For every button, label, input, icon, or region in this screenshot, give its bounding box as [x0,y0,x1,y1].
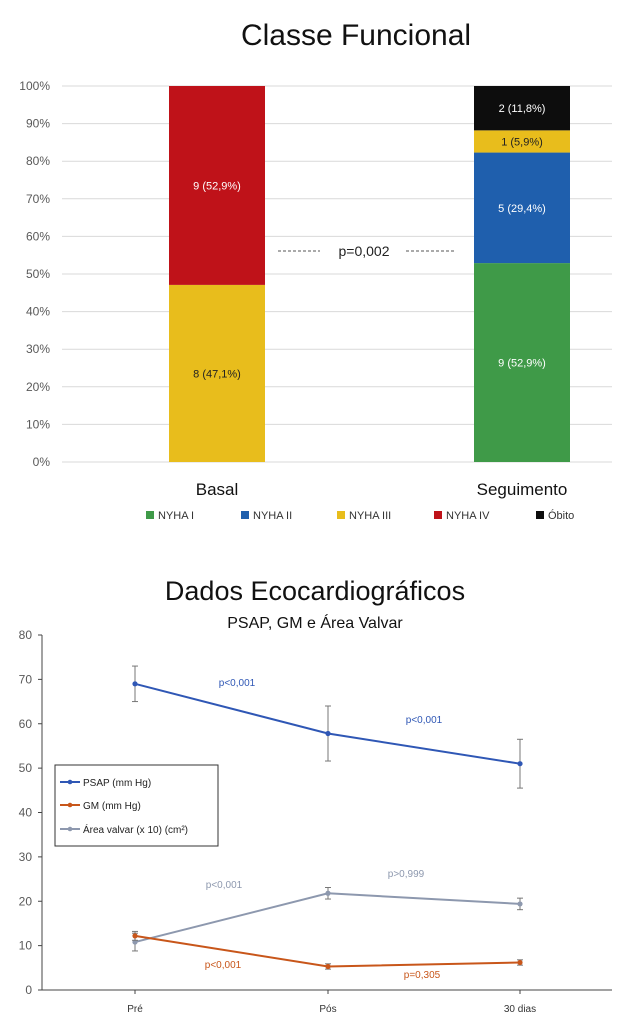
legend-label: NYHA I [158,510,194,522]
legend-swatch [146,511,154,519]
y-tick-label: 40% [26,305,50,319]
y-tick-label: 70 [19,672,33,686]
legend-marker [67,802,73,808]
y-tick-label: 10% [26,417,50,431]
y-tick-label: 30% [26,342,50,356]
data-label: 5 (29,4%) [498,203,546,215]
functional-class-chart: Classe Funcional 0% 10% 20% 30% 40% 50% 60% 70%… [19,19,612,522]
y-tick-label: 50% [26,267,50,281]
legend-label: Óbito [548,509,574,522]
bar-segment [169,86,265,285]
data-point [325,963,331,970]
legend-swatch [434,511,442,519]
series-line [134,892,521,944]
y-tick-label: 20 [19,894,33,908]
chart-title: Classe Funcional [241,19,471,52]
p-value-annotation: p<0,001 [406,715,443,726]
legend-label: NYHA II [253,510,292,522]
data-point [132,681,138,687]
x-category-label: Seguimento [477,480,568,499]
y-tick-label: 20% [26,380,50,394]
legend-swatch [536,511,544,519]
bar-segment [474,152,570,264]
bar-segment [474,86,570,131]
data-label: 2 (11,8%) [499,103,546,115]
echo-data-chart: Dados Ecocardiográficos PSAP, GM e Área … [19,576,612,1015]
y-tick-label: 70% [26,192,50,206]
p-value-annotation: p<0,001 [219,678,256,689]
legend-swatch [241,511,249,519]
data-point [325,890,331,896]
data-label: 8 (47,1%) [193,368,241,380]
data-point [132,933,138,939]
p-value-annotation: p<0,001 [205,960,242,971]
p-value-annotation: p<0,001 [206,880,243,891]
y-tick-label: 80 [19,628,33,642]
chart-subtitle: PSAP, GM e Área Valvar [227,613,403,632]
bar-segment [169,284,265,462]
legend-label: Área valvar (x 10) (cm²) [83,823,188,836]
y-tick-label: 30 [19,850,33,864]
chart-title: Dados Ecocardiográficos [165,576,465,606]
y-tick-label: 60 [19,717,33,731]
y-tick-label: 10 [19,939,33,953]
legend-label: GM (mm Hg) [83,801,141,812]
data-point [517,959,523,966]
bar-segment [474,263,570,462]
legend-box [54,764,219,847]
bar-segment [474,130,570,153]
y-tick-label: 40 [19,806,33,820]
legend-label: NYHA III [349,510,391,522]
data-point [517,901,523,907]
legend-marker [67,779,73,785]
y-tick-label: 90% [26,117,50,131]
p-value-annotation: p>0,999 [388,869,425,880]
y-tick-label: 50 [19,761,33,775]
legend-marker [67,826,73,832]
x-tick-label: Pós [319,1004,336,1015]
y-tick-label: 0 [25,983,32,997]
y-tick-label: 60% [26,229,50,243]
data-point [517,761,523,767]
data-label: 9 (52,9%) [193,180,241,192]
data-label: 1 (5,9%) [501,136,543,148]
legend-label: NYHA IV [446,510,490,522]
x-tick-label: Pré [127,1004,143,1015]
series-line [134,934,521,968]
y-tick-label: 0% [33,455,51,469]
legend-swatch [337,511,345,519]
y-tick-label: 100% [19,79,50,93]
x-tick-label: 30 dias [504,1004,536,1015]
p-value-annotation: p=0,305 [404,970,441,981]
y-tick-label: 80% [26,154,50,168]
data-point [325,730,331,737]
p-value-annotation: p=0,002 [339,243,390,259]
legend-label: PSAP (mm Hg) [83,778,151,789]
x-category-label: Basal [196,480,239,499]
data-label: 9 (52,9%) [498,358,546,370]
